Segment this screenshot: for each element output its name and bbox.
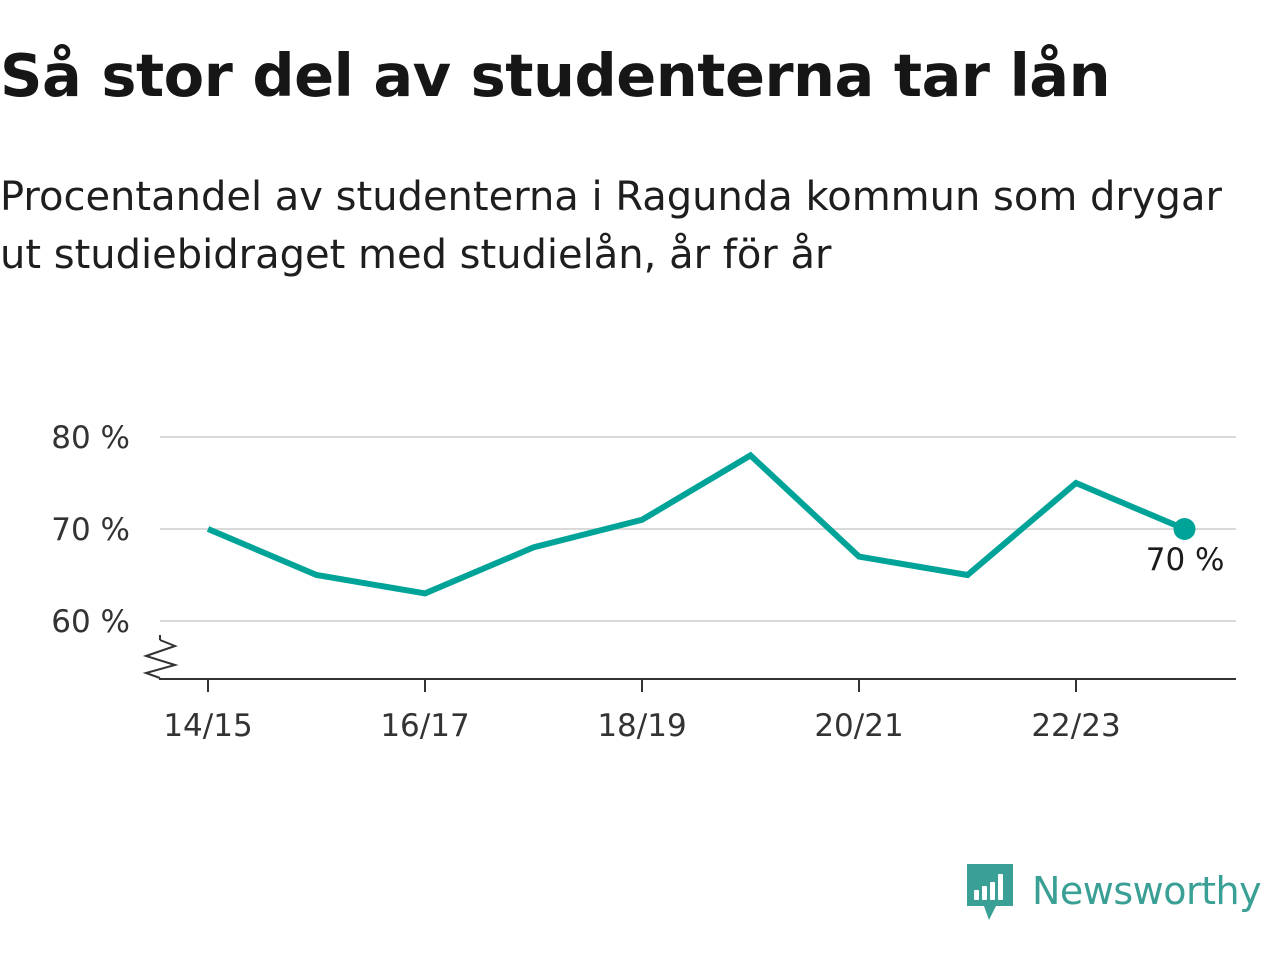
x-tick-label: 20/21 — [814, 708, 903, 744]
last-data-point — [1173, 518, 1196, 540]
y-tick-label: 70 % — [51, 512, 130, 548]
x-tick-label: 16/17 — [380, 708, 469, 744]
brand-name: Newsworthy — [1032, 869, 1262, 913]
labels-group: 60 % 70 % 80 % 14/15 16/17 18/19 20/21 22/23 70 … — [51, 420, 1224, 744]
chart-subtitle: Procentandel av studenterna i Ragunda ko… — [0, 174, 1222, 278]
last-value-label: 70 % — [1146, 542, 1225, 578]
x-tick-label: 22/23 — [1031, 708, 1120, 744]
x-tick-label: 14/15 — [163, 708, 252, 744]
y-axis-break-icon — [142, 639, 179, 679]
bar-chart-speech-bubble-icon — [964, 862, 1016, 926]
gridlines — [160, 436, 1236, 622]
y-tick-label: 60 % — [51, 604, 130, 640]
axes — [142, 635, 1236, 692]
chart-title: Så stor del av studenterna tar lån — [0, 41, 1111, 110]
newsworthy-brand: Newsworthy — [964, 862, 1262, 926]
x-tick-label: 18/19 — [597, 708, 686, 744]
series-group — [206, 451, 1196, 597]
series-line — [206, 451, 1186, 597]
y-tick-label: 80 % — [51, 420, 130, 456]
